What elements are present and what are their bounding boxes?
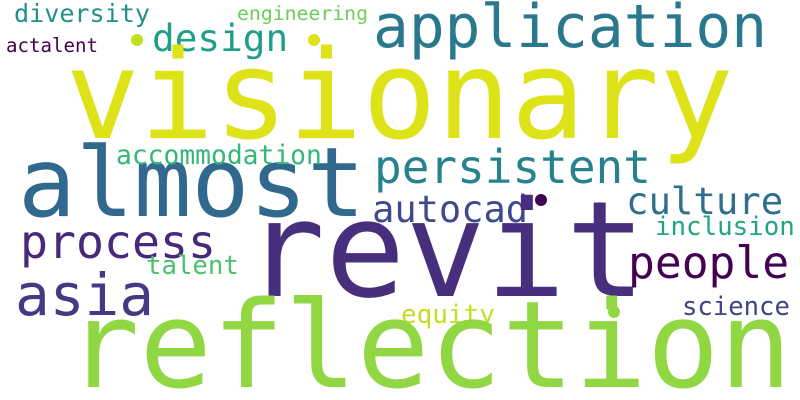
word-revit: revit xyxy=(245,172,646,328)
word-almost: almost xyxy=(18,127,366,239)
word-science: science xyxy=(682,291,790,322)
word-autocad: autocad xyxy=(372,188,529,231)
word-asia: asia xyxy=(15,260,154,329)
word-application: application xyxy=(373,0,768,62)
word-talent: talent xyxy=(146,250,239,281)
decorative-dot xyxy=(308,34,320,46)
decorative-dot xyxy=(131,34,143,46)
word-process: process xyxy=(20,214,216,269)
word-inclusion: inclusion xyxy=(655,212,795,243)
word-diversity: diversity xyxy=(14,0,150,29)
word-visionary: visionary xyxy=(65,25,734,169)
word-design: design xyxy=(152,15,289,60)
word-engineering: engineering xyxy=(237,2,369,26)
word-accommodation: accommodation xyxy=(116,140,322,171)
word-equity: equity xyxy=(401,299,495,330)
word-persistent: persistent xyxy=(374,140,651,194)
decorative-dot xyxy=(608,306,620,318)
word-actalent: actalent xyxy=(6,34,98,58)
word-culture: culture xyxy=(626,179,784,224)
word-reflection: reflection xyxy=(67,275,792,400)
decorative-dot xyxy=(535,194,547,206)
word-people: people xyxy=(628,237,790,290)
